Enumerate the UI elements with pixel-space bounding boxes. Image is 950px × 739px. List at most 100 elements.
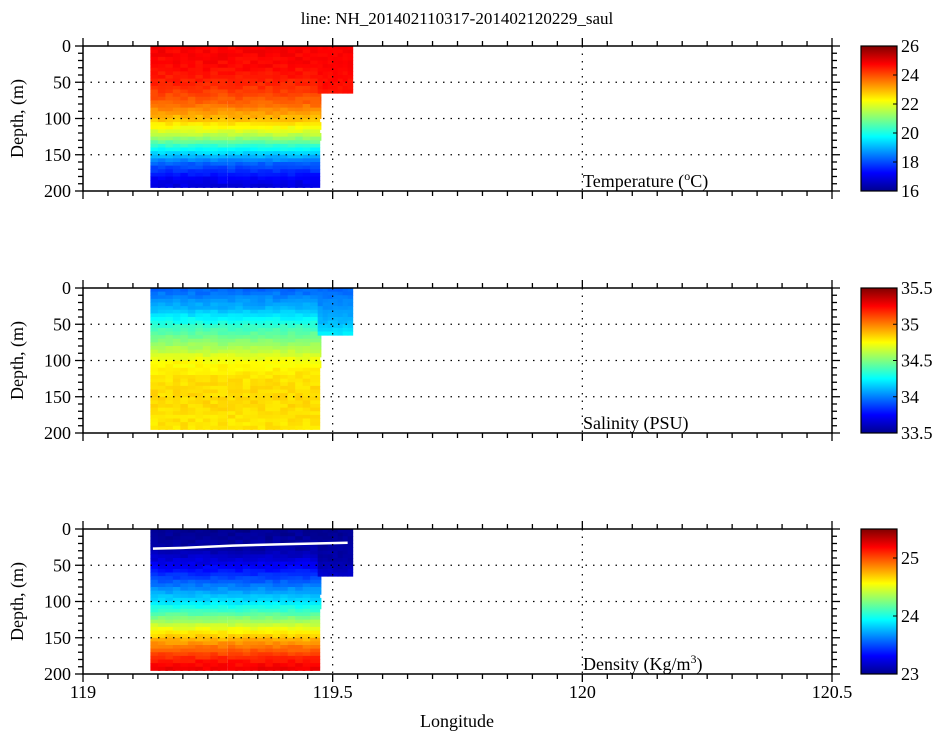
cast-cell: [272, 53, 283, 58]
cast-cell: [172, 93, 183, 98]
cast-cell: [302, 425, 313, 430]
cast-cell: [272, 71, 283, 76]
cast-cell: [337, 561, 344, 566]
cast-cell: [202, 375, 213, 380]
cast-cell: [150, 418, 161, 423]
cast-cell: [157, 93, 168, 98]
cast-cell: [310, 641, 321, 646]
cast-cell: [272, 100, 283, 105]
cast-cell: [242, 75, 253, 80]
cast-cell: [150, 67, 161, 72]
cast-cell: [242, 346, 253, 351]
cast-cell: [280, 136, 291, 141]
cast-cell: [310, 425, 321, 430]
cast-cell: [172, 393, 183, 398]
cast-cell: [295, 140, 306, 145]
cast-cell: [242, 147, 253, 152]
cast-cell: [202, 626, 213, 631]
colorbar-tick-label: 24: [901, 606, 919, 626]
cast-cell: [210, 288, 221, 293]
cast-cell: [310, 623, 321, 628]
cast-cell: [217, 404, 228, 409]
cast-cell: [242, 550, 253, 555]
cast-cell: [165, 666, 176, 671]
cast-cell: [202, 576, 213, 581]
cast-cell: [217, 550, 228, 555]
cast-cell: [150, 666, 161, 671]
cast-cell: [180, 619, 191, 624]
cast-cell: [165, 78, 176, 83]
cast-cell: [322, 543, 329, 548]
cast-cell: [210, 136, 221, 141]
cast-cell: [217, 288, 228, 293]
cast-cell: [265, 579, 276, 584]
cast-cell: [287, 172, 298, 177]
cast-cell: [235, 605, 246, 610]
cast-cell: [250, 411, 261, 416]
cast-cell: [272, 85, 283, 90]
cast-cell: [257, 561, 268, 566]
cast-cell: [272, 637, 283, 642]
cast-cell: [265, 367, 276, 372]
cast-cell: [280, 56, 291, 61]
cast-cell: [187, 404, 198, 409]
cast-cell: [257, 169, 268, 174]
cast-cell: [210, 594, 221, 599]
cast-cell: [257, 46, 268, 51]
cast-cell: [202, 396, 213, 401]
cast-cell: [202, 536, 213, 541]
cast-cell: [302, 583, 313, 588]
cast-cell: [195, 385, 206, 390]
cast-cell: [227, 342, 238, 347]
cast-cell: [180, 529, 191, 534]
cast-cell: [310, 385, 321, 390]
cast-cell: [280, 666, 291, 671]
cast-cell: [250, 418, 261, 423]
cast-cell: [157, 382, 168, 387]
cast-cell: [150, 180, 161, 185]
cast-cell: [210, 655, 221, 660]
cast-cell: [157, 71, 168, 76]
cast-cell: [180, 309, 191, 314]
cast-cell: [195, 85, 206, 90]
cast-cell: [165, 634, 176, 639]
cast-cell: [210, 371, 221, 376]
cast-cell: [302, 331, 313, 336]
cast-cell: [337, 89, 344, 94]
cast-cell: [322, 331, 329, 336]
cast-cell: [150, 165, 161, 170]
cast-cell: [317, 572, 324, 577]
cast-cell: [265, 151, 276, 156]
colorbar-tick-label: 34: [901, 387, 919, 407]
cast-cell: [295, 309, 306, 314]
cast-cell: [150, 626, 161, 631]
cast-cell: [157, 183, 168, 188]
cast-cell: [280, 49, 291, 54]
cast-cell: [342, 60, 349, 65]
cast-cell: [202, 71, 213, 76]
cast-cell: [187, 389, 198, 394]
cast-cell: [265, 418, 276, 423]
cast-cell: [157, 659, 168, 664]
cast-cell: [280, 111, 291, 116]
cast-cell: [287, 302, 298, 307]
cast-cell: [217, 75, 228, 80]
cast-cell: [195, 129, 206, 134]
cast-cell: [265, 154, 276, 159]
cast-cell: [250, 666, 261, 671]
cast-cell: [337, 324, 344, 329]
cast-cell: [210, 404, 221, 409]
cast-cell: [332, 550, 339, 555]
cast-cell: [295, 360, 306, 365]
cast-cell: [227, 641, 238, 646]
cast-cell: [317, 46, 324, 51]
cast-cell: [272, 605, 283, 610]
cast-cell: [310, 298, 321, 303]
cast-cell: [210, 637, 221, 642]
cast-cell: [187, 634, 198, 639]
cast-cell: [157, 306, 168, 311]
cast-cell: [157, 378, 168, 383]
cast-cell: [157, 298, 168, 303]
cast-cell: [295, 306, 306, 311]
cast-cell: [235, 623, 246, 628]
